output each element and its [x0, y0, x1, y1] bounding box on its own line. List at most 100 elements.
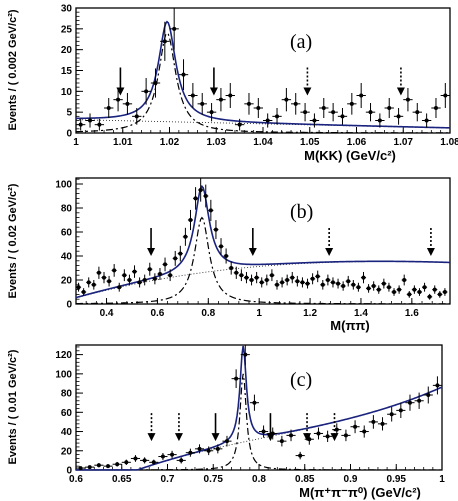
- data-point: [240, 345, 250, 366]
- data-point: [234, 118, 245, 131]
- data-point: [244, 93, 254, 115]
- data-point: [137, 277, 143, 288]
- marker: [334, 427, 339, 432]
- marker: [209, 110, 214, 115]
- data-point: [94, 118, 105, 131]
- x-tick-label: 1.05: [300, 137, 320, 148]
- marker: [305, 281, 310, 286]
- marker: [377, 118, 382, 123]
- marker: [178, 251, 183, 256]
- panel-b: 0.4 0.6 0.8 1 1.2 1.4 1.6 0 20 40 60 80 100 M(ππ) Even…: [7, 177, 451, 333]
- data-point: [432, 285, 438, 294]
- marker: [325, 434, 330, 439]
- data-point: [204, 446, 214, 456]
- data-point: [198, 178, 204, 202]
- data-point: [365, 103, 376, 122]
- x-tick-label: 0.95: [387, 474, 407, 485]
- y-tick-label: 60: [61, 228, 73, 239]
- data-point: [422, 282, 428, 292]
- y-tick-label: 0: [66, 129, 72, 140]
- data-point: [162, 257, 168, 272]
- marker: [78, 122, 83, 127]
- marker: [264, 278, 269, 282]
- data-point: [259, 277, 265, 288]
- marker: [293, 101, 298, 106]
- marker: [298, 453, 303, 458]
- marker: [330, 280, 335, 285]
- data-point: [94, 463, 104, 468]
- marker: [76, 285, 81, 290]
- y-tick-label: 20: [61, 276, 73, 287]
- marker: [163, 262, 168, 267]
- marker: [137, 280, 142, 285]
- marker: [215, 446, 220, 451]
- background-curve: [75, 261, 451, 299]
- marker: [398, 408, 403, 413]
- data-point: [347, 93, 357, 115]
- data-point: [193, 187, 199, 210]
- plot-frame: [75, 177, 451, 305]
- marker: [173, 256, 178, 261]
- marker: [361, 275, 366, 280]
- total-fit-curve: [76, 345, 443, 471]
- panel-c: 0.6 0.65 0.7 0.75 0.8 0.85 0.9 0.95 1 0 20 40 60 80 10…: [7, 344, 445, 500]
- data-point: [277, 435, 287, 447]
- marker: [152, 276, 157, 281]
- x-tick-label: 1: [439, 474, 445, 485]
- marker: [213, 227, 218, 232]
- marker: [300, 280, 305, 285]
- marker: [206, 448, 211, 453]
- data-point: [167, 269, 173, 282]
- data-point: [185, 448, 195, 457]
- marker: [426, 393, 431, 397]
- data-point: [325, 274, 331, 286]
- marker: [197, 446, 202, 451]
- marker: [86, 280, 91, 285]
- marker: [315, 274, 320, 279]
- marker: [91, 282, 96, 287]
- data-point: [442, 288, 448, 296]
- data-point: [414, 392, 424, 409]
- data-point: [188, 83, 198, 108]
- data-point: [337, 108, 348, 125]
- marker: [234, 376, 239, 381]
- data-point: [313, 427, 324, 440]
- data-point: [141, 78, 151, 105]
- marker: [396, 114, 401, 119]
- data-point: [76, 282, 82, 292]
- marker: [229, 266, 234, 270]
- data-point: [341, 429, 351, 442]
- data-point: [238, 269, 244, 282]
- x-tick-label: 1: [256, 308, 262, 319]
- marker: [321, 106, 326, 110]
- marker: [87, 465, 92, 470]
- marker: [203, 194, 208, 198]
- marker: [442, 290, 447, 294]
- marker: [397, 287, 402, 292]
- data-point: [233, 266, 239, 279]
- marker: [208, 208, 213, 213]
- y-tick-label: 20: [61, 45, 73, 56]
- y-tick-label: 100: [55, 180, 72, 191]
- marker: [97, 122, 102, 127]
- marker: [162, 39, 167, 44]
- data-point: [187, 209, 194, 231]
- data-point: [356, 83, 366, 108]
- marker: [239, 273, 244, 278]
- x-tick-label: 0.8: [252, 474, 266, 485]
- sideband-arrow-dotted: [396, 67, 405, 96]
- marker: [285, 278, 290, 282]
- marker: [151, 460, 156, 465]
- data-point: [147, 262, 153, 276]
- marker: [289, 433, 294, 438]
- y-tick-label: 30: [61, 4, 73, 15]
- x-tick-label: 1.02: [160, 137, 180, 148]
- marker: [417, 398, 422, 403]
- data-point: [355, 282, 361, 292]
- marker: [200, 101, 205, 106]
- data-point: [132, 108, 142, 125]
- marker: [147, 267, 152, 272]
- marker: [134, 114, 139, 119]
- marker: [432, 287, 437, 292]
- marker: [325, 278, 330, 282]
